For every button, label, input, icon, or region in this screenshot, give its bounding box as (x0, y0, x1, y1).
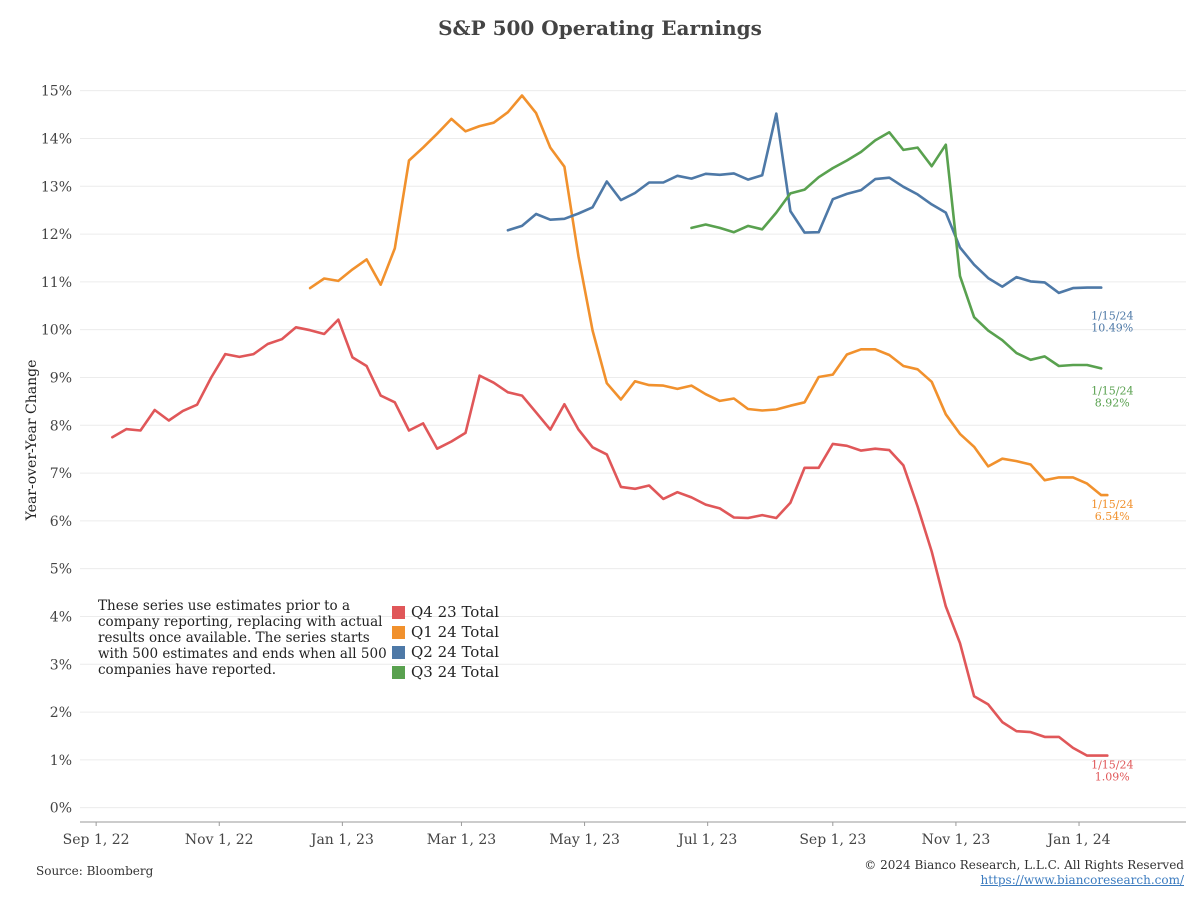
series-line-q4-23-total (111, 318, 1109, 757)
copyright-text: © 2024 Bianco Research, L.L.C. All Right… (864, 858, 1184, 872)
y-tick-label: 1% (50, 753, 72, 769)
y-tick-label: 10% (41, 323, 72, 339)
x-tick-label: Nov 1, 22 (185, 832, 254, 848)
end-value-label: 1.09% (1095, 771, 1130, 784)
legend-item-q1-24: Q1 24 Total (392, 622, 499, 642)
gridlines (80, 90, 1186, 823)
x-tick-label: Sep 1, 23 (799, 832, 866, 848)
legend-swatch (392, 645, 405, 659)
legend-swatch (392, 665, 405, 679)
website-link[interactable]: https://www.biancoresearch.com/ (980, 873, 1184, 887)
legend-label: Q3 24 Total (411, 663, 500, 681)
end-value-label: 8.92% (1095, 396, 1130, 409)
end-date-label: 1/15/24 (1091, 309, 1133, 322)
series-line-q2-24-total (506, 112, 1103, 295)
legend-item-q4-23: Q4 23 Total (392, 602, 499, 622)
x-tick-label: May 1, 23 (549, 832, 620, 848)
legend-item-q3-24: Q3 24 Total (392, 662, 499, 682)
legend-item-q2-24: Q2 24 Total (392, 642, 499, 662)
y-tick-label: 6% (50, 514, 72, 530)
x-axis-ticks: Sep 1, 22 Nov 1, 22 Jan 1, 23 Mar 1, 23 May … (63, 822, 1111, 848)
y-tick-label: 2% (50, 705, 72, 721)
x-tick-label: Jan 1, 23 (309, 832, 374, 848)
y-tick-label: 7% (50, 466, 72, 482)
legend-label: Q1 24 Total (411, 623, 500, 641)
y-tick-label: 12% (41, 227, 72, 243)
legend-swatch (392, 625, 405, 639)
y-tick-label: 15% (41, 84, 72, 100)
series-lines (111, 94, 1109, 757)
series-line-q1-24-total (308, 94, 1109, 497)
end-date-label: 1/15/24 (1091, 384, 1133, 397)
series-line-q3-24-total (690, 131, 1103, 370)
y-tick-label: 9% (50, 370, 72, 386)
x-tick-label: Jan 1, 24 (1046, 832, 1111, 848)
end-date-label: 1/15/24 (1091, 759, 1133, 772)
end-value-label: 6.54% (1095, 510, 1130, 523)
legend-swatch (392, 605, 405, 619)
y-tick-label: 0% (50, 801, 72, 817)
legend-label: Q4 23 Total (411, 603, 500, 621)
x-tick-label: Nov 1, 23 (922, 832, 991, 848)
source-note: Source: Bloomberg (36, 864, 154, 878)
x-tick-label: Jul 1, 23 (676, 832, 737, 848)
methodology-note: These series use estimates prior to a co… (98, 598, 387, 678)
y-tick-label: 8% (50, 418, 72, 434)
y-tick-label: 11% (41, 275, 72, 291)
y-tick-label: 13% (41, 179, 72, 195)
end-value-label: 10.49% (1091, 321, 1133, 334)
y-tick-label: 4% (50, 609, 72, 625)
y-tick-label: 14% (41, 131, 72, 147)
x-tick-label: Mar 1, 23 (427, 832, 496, 848)
chart-title: S&P 500 Operating Earnings (438, 16, 762, 40)
x-tick-label: Sep 1, 22 (63, 832, 130, 848)
legend: Q4 23 Total Q1 24 Total Q2 24 Total Q3 2… (392, 602, 499, 682)
y-axis-ticks: 0% 1% 2% 3% 4% 5% 6% 7% 8% 9% 10% 11% 12% 13% 14% 15% (41, 84, 72, 817)
y-tick-label: 3% (50, 657, 72, 673)
legend-label: Q2 24 Total (411, 643, 500, 661)
end-annotations: 1/15/2410.49%1/15/248.92%1/15/246.54%1/1… (1091, 309, 1133, 783)
end-date-label: 1/15/24 (1091, 498, 1133, 511)
y-tick-label: 5% (50, 562, 72, 578)
